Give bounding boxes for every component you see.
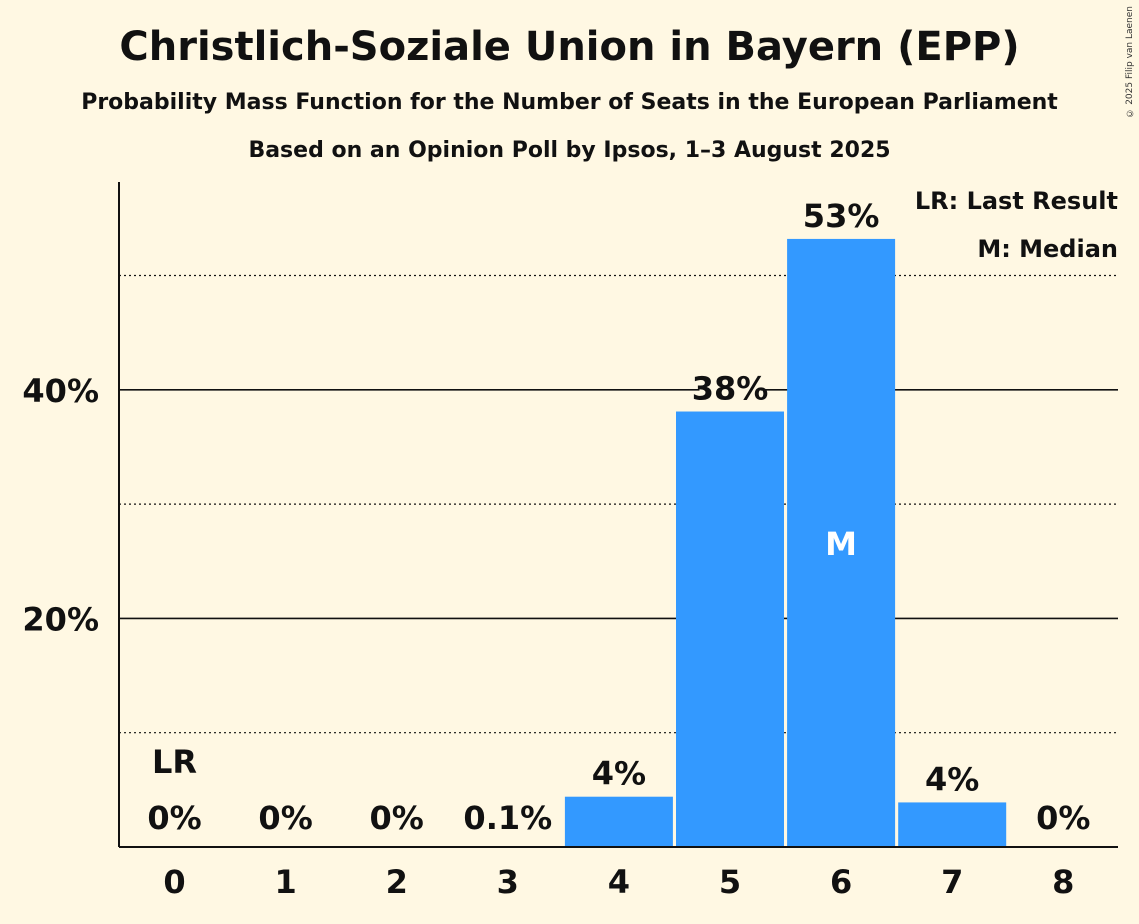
data-label-seats-7: 4%	[925, 760, 979, 798]
bars	[564, 238, 1007, 847]
legend-median: M: Median	[977, 235, 1118, 263]
x-tick-label: 0	[163, 863, 185, 901]
x-tick-label: 3	[497, 863, 519, 901]
data-label-seats-8: 0%	[1036, 799, 1090, 837]
last-result-marker: LR	[152, 743, 197, 781]
gridlines	[119, 274, 1118, 734]
x-tick-label: 8	[1052, 863, 1074, 901]
data-label-seats-2: 0%	[370, 799, 424, 837]
y-tick-label: 40%	[22, 372, 99, 410]
chart-title: Christlich-Soziale Union in Bayern (EPP)	[119, 24, 1020, 70]
data-label-bg	[699, 371, 761, 408]
data-label-seats-6: 53%	[803, 197, 880, 235]
data-label-bg	[810, 198, 872, 235]
bar-seats-7	[898, 802, 1007, 847]
data-label-bg	[930, 762, 975, 799]
data-label-bg	[596, 756, 641, 793]
chart-subtitle: Probability Mass Function for the Number…	[81, 90, 1058, 115]
data-label-seats-1: 0%	[258, 799, 312, 837]
data-label-bg	[263, 801, 308, 837]
x-tick-label: 1	[274, 863, 296, 901]
axes: 20% 40% 0 1 2 3 4 5 6 7 8	[22, 182, 1118, 901]
chart-caption: Based on an Opinion Poll by Ipsos, 1–3 A…	[248, 138, 891, 163]
data-label-bg	[152, 801, 197, 837]
data-label-bg	[1041, 801, 1086, 837]
data-label-bg	[374, 801, 419, 837]
x-tick-label: 5	[719, 863, 741, 901]
data-label-seats-0: 0%	[147, 799, 201, 837]
data-label-seats-4: 4%	[592, 755, 646, 793]
x-tick-label: 4	[608, 863, 630, 901]
bar-seats-5	[676, 411, 784, 847]
median-marker: M	[825, 525, 857, 563]
data-label-seats-5: 38%	[692, 370, 769, 408]
data-label-seats-3: 0.1%	[463, 799, 552, 837]
x-tick-label: 7	[941, 863, 963, 901]
data-label-bg	[468, 801, 547, 837]
x-tick-label: 2	[386, 863, 408, 901]
y-tick-label: 20%	[22, 600, 99, 638]
bar-seats-6	[787, 238, 896, 847]
legend-last-result: LR: Last Result	[915, 187, 1118, 215]
bar-seats-4	[564, 796, 673, 847]
x-tick-label: 6	[830, 863, 852, 901]
data-labels: 0% 0% 0% 0.1% 4% 38% 53% 4% 0% LR M	[147, 197, 1090, 837]
